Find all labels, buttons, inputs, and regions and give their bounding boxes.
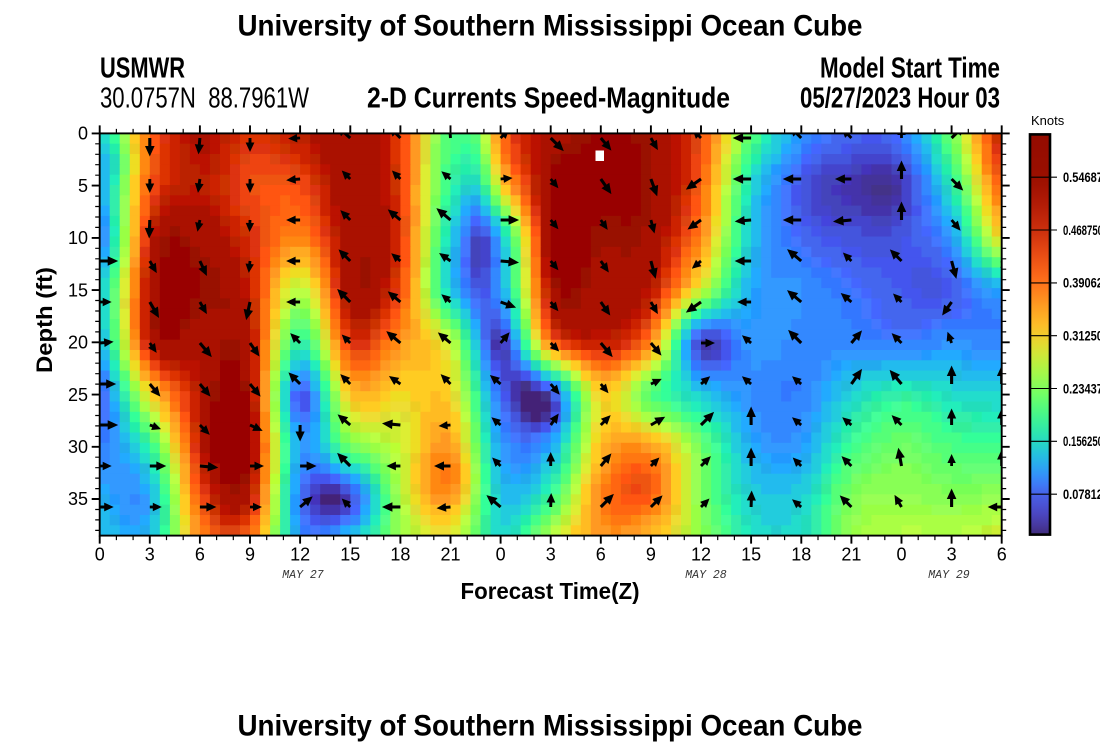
svg-text:Forecast Time(Z): Forecast Time(Z) (461, 578, 640, 604)
svg-text:6: 6 (997, 545, 1007, 565)
svg-text:10: 10 (68, 228, 88, 248)
svg-text:12: 12 (290, 545, 310, 565)
svg-text:0.546875: 0.546875 (1063, 170, 1100, 185)
svg-text:15: 15 (340, 545, 360, 565)
svg-text:MAY 28: MAY 28 (685, 569, 727, 582)
svg-text:MAY 27: MAY 27 (282, 569, 324, 582)
svg-text:3: 3 (947, 545, 957, 565)
svg-text:Knots: Knots (1031, 113, 1065, 128)
svg-text:30.0757N 88.7961W: 30.0757N 88.7961W (100, 83, 309, 115)
svg-text:0.234375: 0.234375 (1063, 381, 1100, 396)
svg-text:0.468750: 0.468750 (1063, 223, 1100, 238)
svg-text:0: 0 (496, 545, 506, 565)
svg-text:5: 5 (78, 176, 88, 196)
svg-text:15: 15 (68, 280, 88, 300)
svg-text:0.078125: 0.078125 (1063, 487, 1100, 502)
svg-text:18: 18 (791, 545, 811, 565)
svg-text:MAY 29: MAY 29 (928, 569, 970, 582)
svg-text:25: 25 (68, 385, 88, 405)
svg-text:3: 3 (145, 545, 155, 565)
svg-text:University of Southern Mississ: University of Southern Mississippi Ocean… (238, 10, 863, 43)
svg-text:0.156250: 0.156250 (1063, 434, 1100, 449)
svg-text:0: 0 (896, 545, 906, 565)
svg-text:9: 9 (646, 545, 656, 565)
svg-text:30: 30 (68, 437, 88, 457)
svg-text:18: 18 (390, 545, 410, 565)
svg-text:2-D Currents Speed-Magnitude: 2-D Currents Speed-Magnitude (367, 83, 730, 115)
svg-text:15: 15 (741, 545, 761, 565)
svg-text:University of Southern Mississ: University of Southern Mississippi Ocean… (238, 709, 863, 742)
svg-text:21: 21 (841, 545, 861, 565)
svg-text:05/27/2023 Hour 03: 05/27/2023 Hour 03 (800, 83, 1000, 115)
svg-text:21: 21 (440, 545, 460, 565)
svg-text:0: 0 (95, 545, 105, 565)
svg-text:3: 3 (546, 545, 556, 565)
svg-text:USMWR: USMWR (100, 53, 185, 85)
svg-text:20: 20 (68, 333, 88, 353)
svg-text:0: 0 (78, 124, 88, 144)
svg-text:Model Start Time: Model Start Time (820, 53, 1000, 85)
svg-text:9: 9 (245, 545, 255, 565)
svg-text:6: 6 (195, 545, 205, 565)
svg-text:12: 12 (691, 545, 711, 565)
svg-text:Depth (ft): Depth (ft) (32, 267, 57, 373)
svg-text:6: 6 (596, 545, 606, 565)
svg-text:35: 35 (68, 489, 88, 509)
svg-text:0.390625: 0.390625 (1063, 276, 1100, 291)
